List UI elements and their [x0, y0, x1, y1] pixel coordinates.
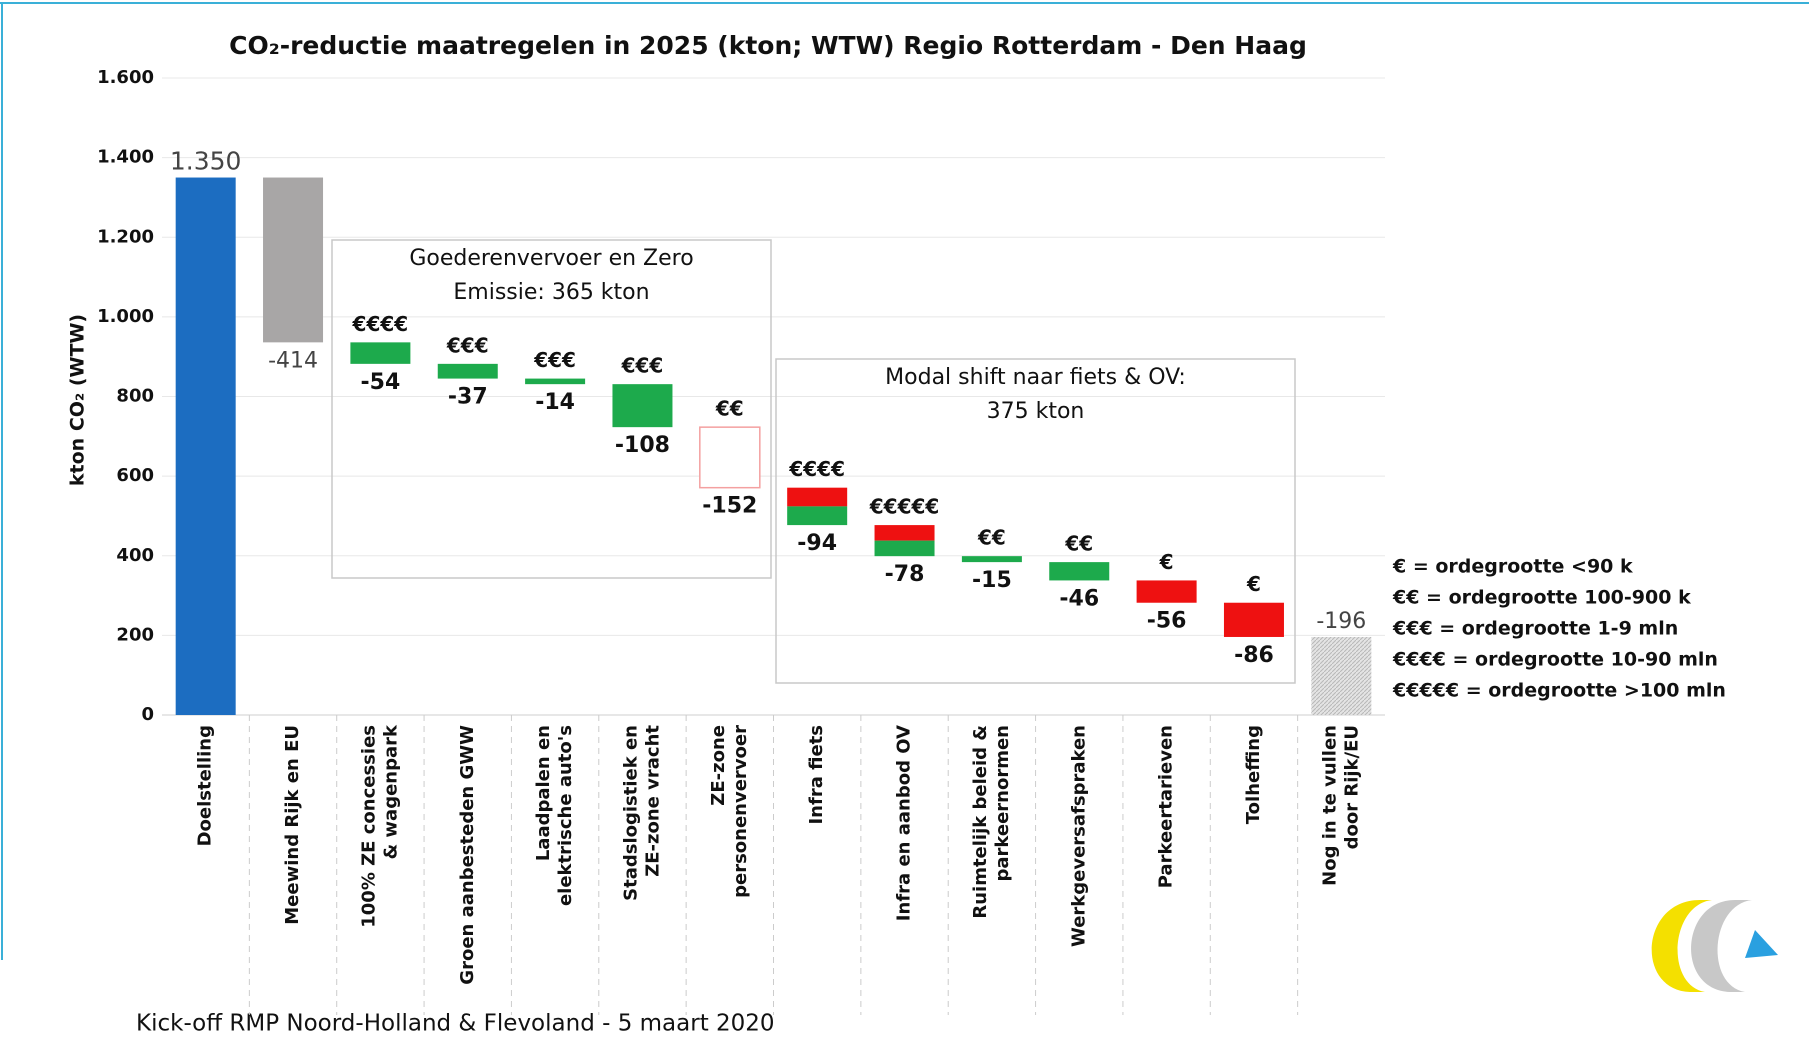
x-tick-group: Tolheffing [1243, 725, 1264, 824]
value-label: 1.350 [170, 147, 242, 176]
cost-label: €€€ [533, 348, 576, 372]
bar [1223, 602, 1284, 637]
footer: Kick-off RMP Noord-Holland & Flevoland -… [136, 1011, 775, 1037]
x-tick-label: 100% ZE concessies& wagenpark [358, 724, 401, 928]
bar [1311, 636, 1372, 715]
y-tick-label: 1.400 [97, 147, 154, 168]
cost-label: € [1246, 572, 1261, 596]
cost-label: €€ [715, 397, 744, 421]
value-label: -15 [972, 568, 1012, 593]
cost-label: €€€ [446, 333, 489, 357]
cost-label: €€€€ [788, 457, 845, 481]
annotation-text: Modal shift naar fiets & OV: [885, 365, 1186, 390]
legend-text: €€ = ordegrootte 100-900 k [1392, 587, 1691, 609]
value-label: -56 [1147, 609, 1187, 634]
x-tick-label: Tolheffing [1243, 725, 1264, 824]
legend-text: €€€ = ordegrootte 1-9 mln [1392, 618, 1678, 640]
y-tick-label: 1.000 [97, 306, 154, 327]
x-tick-label: Groen aanbesteden GWW [457, 725, 478, 985]
value-label: -37 [448, 385, 488, 410]
value-label: -14 [535, 390, 575, 415]
x-tick-group: Ruimtelijk beleid &parkeernormen [970, 725, 1013, 919]
annotation-box [331, 239, 772, 579]
cost-label: € [1159, 550, 1174, 574]
bar [350, 342, 411, 364]
x-tick-label: Laadpalen enelektrische auto's [533, 725, 576, 906]
x-tick-label: Infra en aanbod OV [894, 725, 915, 921]
x-tick-group: Parkeertarieven [1156, 725, 1177, 888]
bar [1049, 562, 1110, 581]
bar-segment [787, 487, 848, 507]
logo [1651, 900, 1778, 992]
x-tick-label: Meewind Rijk en EU [282, 725, 303, 925]
bar [437, 363, 498, 379]
bar [612, 384, 673, 428]
x-tick-group: 100% ZE concessies& wagenpark [358, 724, 401, 928]
x-tick-label: Ruimtelijk beleid &parkeernormen [970, 725, 1013, 919]
value-label: -46 [1059, 586, 1099, 611]
y-tick-label: 200 [116, 624, 154, 645]
y-axis-label: kton CO₂ (WTW) [67, 314, 89, 486]
bar [699, 426, 761, 489]
legend-text: € = ordegrootte <90 k [1392, 556, 1633, 578]
bar [175, 177, 236, 715]
x-tick-group: Laadpalen enelektrische auto's [533, 725, 576, 906]
x-tick-group: Meewind Rijk en EU [282, 725, 303, 925]
annotation-box [775, 358, 1296, 684]
y-tick-label: 1.200 [97, 226, 154, 247]
cost-label: €€€€ [352, 312, 409, 336]
x-tick-label: ZE-zonepersonenvervoer [708, 725, 751, 898]
cost-label: €€ [1064, 532, 1093, 556]
y-tick-label: 400 [116, 545, 154, 566]
bar [263, 177, 324, 343]
y-tick-label: 800 [116, 386, 154, 407]
x-tick-group: Nog in te vullendoor Rijk/EU [1319, 725, 1362, 886]
bar [525, 378, 586, 385]
value-label: -108 [615, 433, 670, 458]
value-label: -86 [1234, 643, 1274, 668]
bar-segment [787, 506, 848, 526]
x-tick-label: Stadslogistiek enZE-zone vracht [620, 725, 663, 901]
bar-segment [874, 540, 935, 557]
y-tick-label: 600 [116, 465, 154, 486]
legend-text: €€€€ = ordegrootte 10-90 mln [1392, 649, 1718, 671]
x-tick-group: Infra fiets [806, 725, 827, 825]
value-label: -414 [268, 348, 318, 373]
y-tick-label: 0 [141, 704, 154, 725]
annotation-text: Goederenvervoer en Zero [409, 246, 693, 271]
annotation-text: Emissie: 365 kton [453, 280, 649, 305]
value-label: -152 [702, 494, 757, 519]
annotation-text: 375 kton [987, 399, 1085, 424]
x-tick-group: Werkgeversafspraken [1068, 725, 1089, 947]
y-tick-label: 1.600 [97, 67, 154, 88]
legend-text: €€€€€ = ordegrootte >100 mln [1392, 680, 1726, 702]
x-tick-label: Nog in te vullendoor Rijk/EU [1319, 725, 1362, 886]
bar [1136, 580, 1197, 603]
value-label: -196 [1316, 609, 1366, 634]
value-label: -78 [885, 562, 925, 587]
cost-label: €€€€€ [869, 495, 940, 519]
x-tick-group: ZE-zonepersonenvervoer [708, 725, 751, 898]
value-label: -94 [797, 531, 837, 556]
cost-label: €€ [977, 526, 1006, 550]
value-label: -54 [361, 370, 401, 395]
x-tick-label: Doelstelling [195, 725, 216, 846]
cost-label: €€€ [621, 354, 664, 378]
x-tick-group: Doelstelling [195, 725, 216, 846]
x-tick-group: Stadslogistiek enZE-zone vracht [620, 725, 663, 901]
chart-title: CO₂-reductie maatregelen in 2025 (kton; … [229, 31, 1307, 60]
x-tick-group: Infra en aanbod OV [894, 725, 915, 921]
x-tick-label: Parkeertarieven [1156, 725, 1177, 888]
x-tick-label: Infra fiets [806, 725, 827, 825]
bar-segment [874, 525, 935, 541]
bar [961, 556, 1022, 563]
x-tick-label: Werkgeversafspraken [1068, 725, 1089, 947]
x-tick-group: Groen aanbesteden GWW [457, 725, 478, 985]
